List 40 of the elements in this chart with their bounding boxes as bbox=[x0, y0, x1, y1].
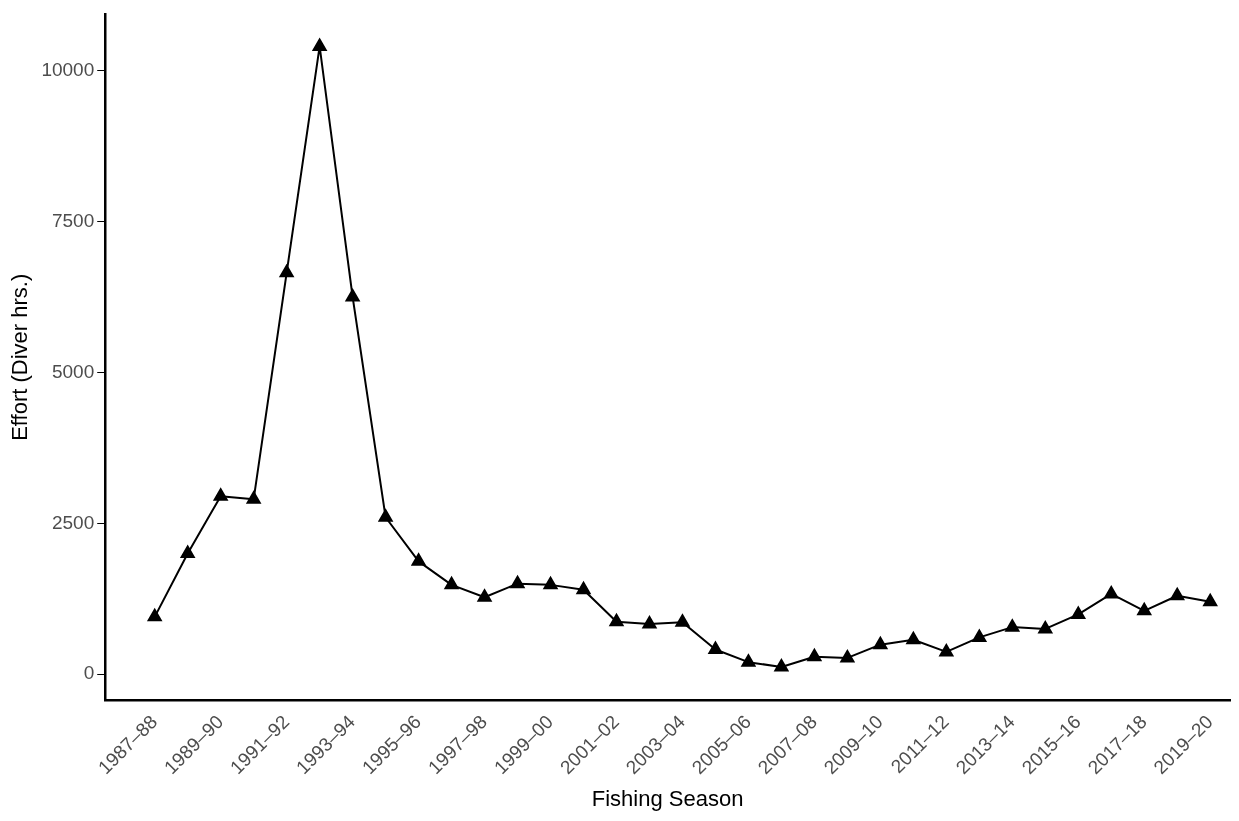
point bbox=[642, 616, 657, 629]
point bbox=[840, 649, 855, 663]
point bbox=[279, 264, 294, 278]
point bbox=[543, 576, 558, 590]
point bbox=[873, 636, 888, 650]
point bbox=[1104, 585, 1119, 599]
point bbox=[213, 488, 228, 501]
point bbox=[180, 545, 195, 558]
y-tick-label: 10000 bbox=[41, 58, 95, 80]
point bbox=[1170, 587, 1185, 601]
point bbox=[378, 509, 393, 522]
point bbox=[774, 658, 789, 672]
point bbox=[675, 614, 690, 627]
point bbox=[444, 576, 459, 590]
point bbox=[1038, 620, 1053, 634]
x-axis-title: Fishing Season bbox=[591, 785, 744, 811]
y-tick-label: 7500 bbox=[51, 209, 95, 231]
point bbox=[147, 608, 162, 622]
point bbox=[576, 581, 591, 595]
point bbox=[906, 631, 921, 645]
point bbox=[609, 613, 624, 627]
point bbox=[411, 553, 426, 566]
point bbox=[1005, 619, 1020, 632]
point bbox=[741, 654, 756, 667]
point bbox=[807, 648, 822, 662]
point bbox=[708, 641, 723, 654]
point bbox=[246, 491, 261, 504]
point bbox=[345, 288, 360, 302]
point bbox=[1203, 593, 1218, 607]
point bbox=[510, 575, 525, 589]
point bbox=[972, 629, 987, 642]
y-tick-label: 2500 bbox=[51, 511, 95, 533]
point bbox=[312, 38, 327, 51]
y-tick-label: 5000 bbox=[51, 360, 95, 382]
point bbox=[939, 643, 954, 657]
point bbox=[477, 589, 492, 602]
point bbox=[1137, 602, 1152, 616]
y-axis-title: Effort (Diver hrs.) bbox=[7, 273, 33, 441]
y-tick-label: 0 bbox=[83, 662, 95, 684]
point bbox=[1071, 606, 1086, 619]
